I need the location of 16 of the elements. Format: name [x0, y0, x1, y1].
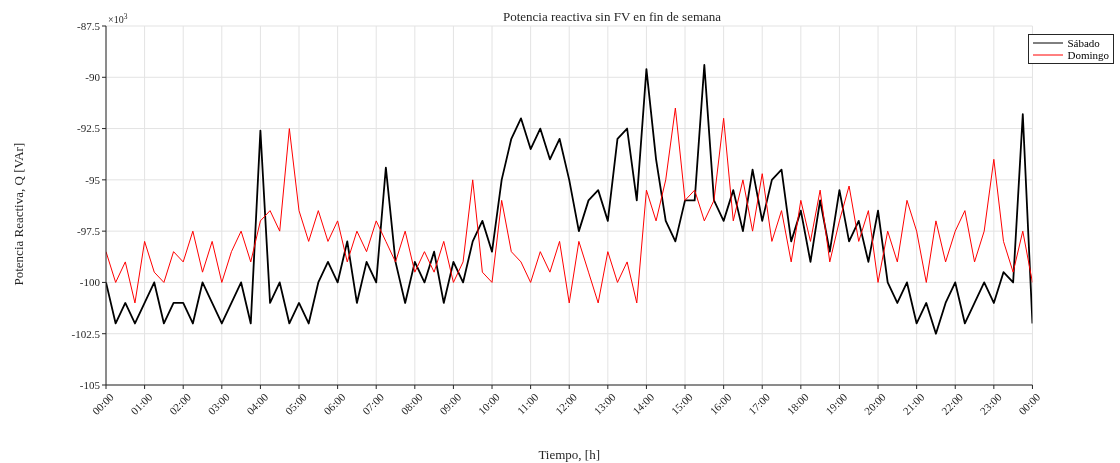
y-axis-title: Potencia Reactiva, Q [VAr]: [10, 142, 26, 286]
legend-label: Sábado: [1067, 37, 1100, 49]
y-tick-label: -90: [85, 71, 101, 84]
text: ×10$^{3}$: [108, 11, 128, 25]
x-axis-title: Tiempo, [h]: [538, 447, 601, 462]
line-series: [106, 64, 1033, 335]
chart-title: Potencia reactiva sin FV en fin de semana: [502, 9, 722, 24]
y-tick-label: -102.5: [71, 327, 101, 340]
y-tick-label: -92.5: [77, 122, 101, 135]
y-tick-label: -87.5: [77, 19, 101, 32]
legend-label: Domingo: [1067, 49, 1109, 61]
y-tick-label: -105: [79, 378, 101, 391]
line-series: [106, 107, 1033, 304]
y-tick-label: -100: [79, 276, 101, 289]
y-tick-label: -95: [85, 173, 101, 186]
y-tick-label: -97.5: [77, 225, 101, 238]
